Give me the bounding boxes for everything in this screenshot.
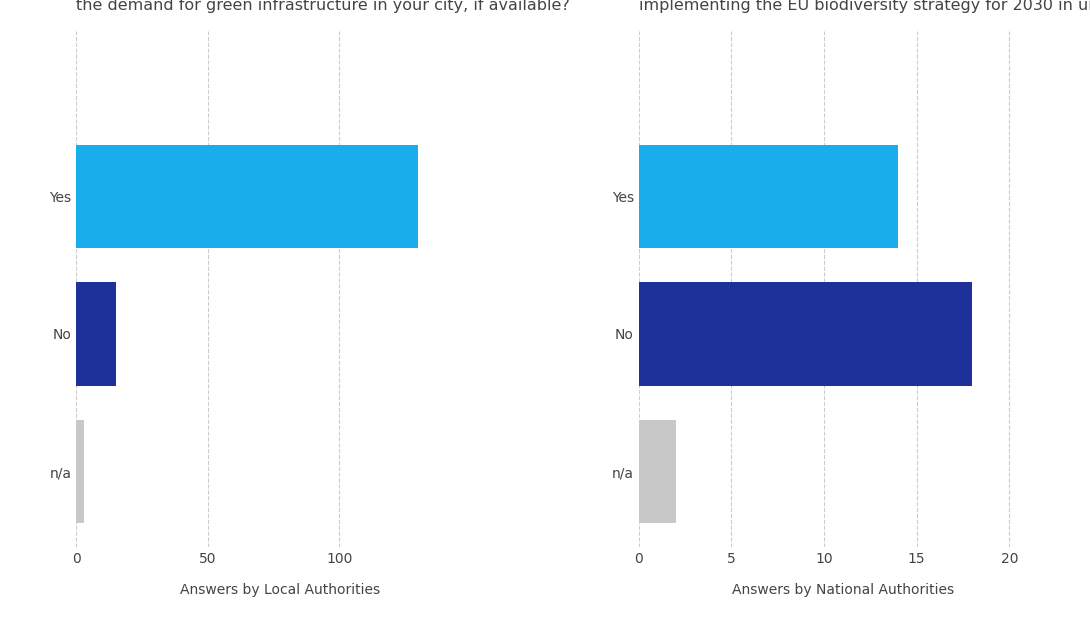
- Text: Would you make use of a methodology or a tool for identifying
the demand for gre: Would you make use of a methodology or a…: [76, 0, 580, 13]
- X-axis label: Answers by National Authorities: Answers by National Authorities: [731, 583, 954, 597]
- Bar: [639, 420, 676, 523]
- Bar: [639, 145, 898, 248]
- Bar: [76, 282, 116, 386]
- Text: Have you updated your strategic/regulatory/financial framework for
implementing : Have you updated your strategic/regulato…: [639, 0, 1090, 13]
- X-axis label: Answers by Local Authorities: Answers by Local Authorities: [180, 583, 380, 597]
- Bar: [76, 145, 419, 248]
- Bar: [76, 420, 84, 523]
- Bar: [639, 282, 972, 386]
